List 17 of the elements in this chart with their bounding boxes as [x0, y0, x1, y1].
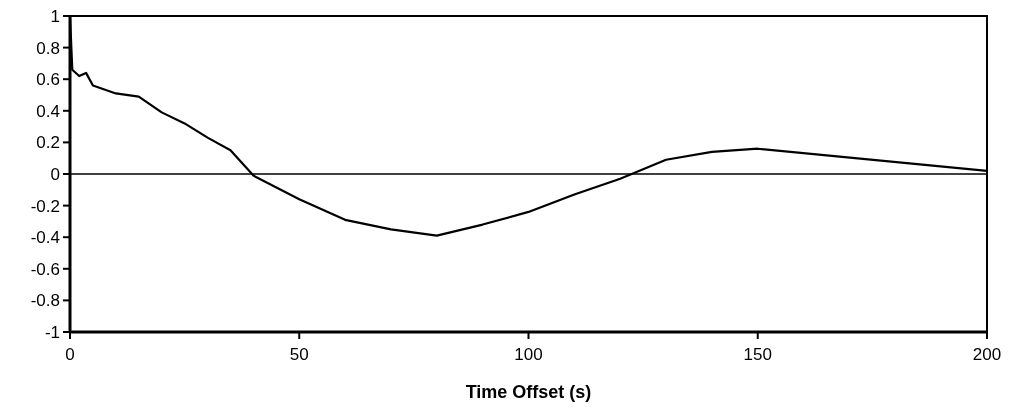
y-tick-label: 0.4	[36, 101, 60, 121]
y-tick-label: 0.2	[36, 133, 60, 153]
x-tick-label: 0	[65, 345, 75, 364]
x-axis-title: Time Offset (s)	[465, 382, 592, 402]
x-tick-label: 200	[972, 345, 1002, 364]
x-tick-label: 150	[743, 345, 772, 364]
y-tick-label: 0	[50, 164, 60, 184]
y-tick-label: -0.6	[30, 259, 60, 279]
y-tick-label: 0.6	[36, 70, 60, 90]
y-tick-label: -1	[44, 322, 60, 342]
y-tick-label: 0.8	[36, 38, 60, 58]
x-tick-label: 100	[514, 345, 543, 364]
y-tick-label: 1	[50, 6, 60, 26]
y-tick-label: -0.4	[30, 228, 60, 248]
y-tick-label: -0.8	[30, 291, 60, 311]
y-tick-label: -0.2	[30, 196, 60, 216]
x-tick-label: 50	[289, 345, 309, 364]
